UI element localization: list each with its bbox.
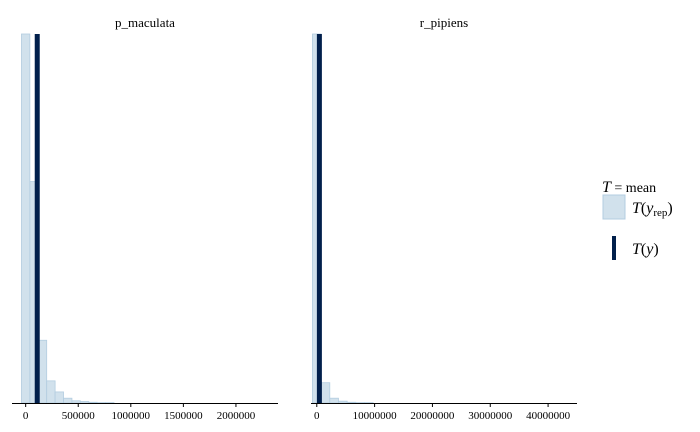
x-tick-label-p-maculata-0: 0 bbox=[23, 410, 29, 422]
x-tick-label-r-pipiens-3: 30000000 bbox=[468, 410, 513, 422]
hist-bar-r-pipiens-3 bbox=[338, 400, 348, 404]
legend-title: T = mean bbox=[602, 179, 656, 196]
panel-p-maculata: p_maculata 0 500000 1000000 1500000 2000000 bbox=[12, 15, 278, 422]
observed-stat-line-r-pipiens bbox=[316, 34, 322, 403]
observed-stat-line-p-maculata bbox=[34, 34, 40, 403]
hist-bar-p-maculata-6 bbox=[71, 400, 81, 404]
x-tick-label-r-pipiens-1: 10000000 bbox=[353, 410, 398, 422]
hist-bar-r-pipiens-1 bbox=[320, 382, 331, 404]
hist-bar-p-maculata-5 bbox=[63, 397, 73, 404]
x-tick-label-p-maculata-3: 1500000 bbox=[164, 410, 203, 422]
x-tick-label-r-pipiens-0: 0 bbox=[314, 410, 320, 422]
x-tick-label-r-pipiens-2: 20000000 bbox=[410, 410, 455, 422]
hist-bar-p-maculata-3 bbox=[46, 380, 56, 404]
hist-bar-p-maculata-7 bbox=[79, 401, 90, 404]
x-tick-label-p-maculata-4: 2000000 bbox=[217, 410, 256, 422]
x-tick-label-r-pipiens-4: 40000000 bbox=[526, 410, 571, 422]
hist-bar-r-pipiens-2 bbox=[329, 397, 339, 404]
x-tick-label-p-maculata-2: 1000000 bbox=[112, 410, 151, 422]
facet-title-p-maculata: p_maculata bbox=[115, 15, 175, 30]
hist-bar-p-maculata-8 bbox=[88, 401, 98, 404]
x-ticks-p-maculata: 0 500000 1000000 1500000 2000000 bbox=[23, 403, 256, 422]
hist-bar-p-maculata-4 bbox=[54, 391, 64, 404]
rep-histogram-p-maculata bbox=[21, 33, 115, 404]
hist-bar-p-maculata-0 bbox=[21, 33, 31, 404]
legend-rep-label: T(yrep) bbox=[632, 200, 673, 219]
observed-line-r-pipiens bbox=[316, 34, 322, 403]
hist-bar-r-pipiens-4 bbox=[346, 401, 357, 404]
legend: T = mean T(yrep) T(y) bbox=[602, 179, 673, 260]
legend-observed-key bbox=[612, 236, 616, 260]
panel-r-pipiens: r_pipiens 0 10000000 20000000 30000000 40000… bbox=[311, 15, 577, 422]
legend-observed-label: T(y) bbox=[632, 241, 659, 258]
x-tick-label-p-maculata-1: 500000 bbox=[62, 410, 96, 422]
facet-title-r-pipiens: r_pipiens bbox=[420, 15, 468, 30]
x-ticks-r-pipiens: 0 10000000 20000000 30000000 40000000 bbox=[314, 403, 571, 422]
observed-line-p-maculata bbox=[34, 34, 40, 403]
legend-rep-key bbox=[602, 194, 626, 220]
